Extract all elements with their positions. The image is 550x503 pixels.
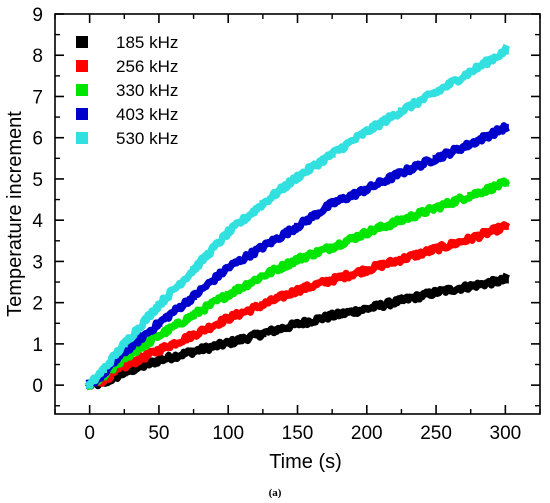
data-point-185-khz [467, 282, 475, 290]
data-point-256-khz [467, 235, 475, 243]
y-tick-label: 8 [32, 46, 43, 67]
legend-layer: 185 kHz 256 kHz 330 kHz 403 kHz 530 kHz [76, 33, 178, 148]
data-point-185-khz [190, 347, 198, 355]
legend-swatch-256-khz [76, 60, 88, 72]
data-point-330-khz [432, 204, 440, 212]
x-tick-label: 50 [148, 423, 169, 444]
data-point-530-khz [363, 128, 371, 136]
data-point-330-khz [501, 179, 509, 187]
data-point-185-khz [397, 297, 405, 305]
data-point-256-khz [190, 331, 198, 339]
data-point-530-khz [259, 200, 267, 208]
data-point-185-khz [224, 339, 232, 347]
data-point-530-khz [190, 266, 198, 274]
data-point-330-khz [397, 216, 405, 224]
data-point-330-khz [467, 191, 475, 199]
data-point-530-khz [467, 68, 475, 76]
data-point-530-khz [100, 365, 107, 373]
data-point-256-khz [501, 222, 509, 230]
legend-swatch-330-khz [76, 84, 88, 96]
data-point-403-khz [224, 264, 232, 272]
data-point-330-khz [259, 272, 267, 280]
data-point-403-khz [363, 185, 371, 193]
y-tick-label: 1 [32, 335, 43, 356]
data-point-530-khz [294, 173, 301, 181]
y-axis-title: Temperature increment [4, 111, 26, 317]
data-point-256-khz [120, 363, 128, 371]
y-tick-label: 6 [32, 129, 43, 150]
y-tick-label: 2 [32, 294, 43, 315]
data-point-256-khz [155, 346, 163, 354]
data-point-256-khz [328, 276, 336, 284]
data-point-256-khz [224, 314, 232, 322]
legend-swatch-530-khz [76, 132, 88, 144]
legend-label-530-khz: 530 kHz [116, 129, 178, 148]
data-point-530-khz [328, 150, 336, 158]
data-point-330-khz [328, 243, 336, 251]
data-point-330-khz [294, 255, 301, 263]
data-point-185-khz [259, 330, 267, 338]
data-point-330-khz [190, 311, 198, 319]
legend-swatch-403-khz [76, 108, 88, 120]
data-point-185-khz [120, 369, 128, 377]
data-point-256-khz [259, 301, 267, 309]
data-point-530-khz [120, 340, 128, 348]
data-point-403-khz [328, 200, 336, 208]
x-tick-label: 100 [212, 423, 244, 444]
x-tick-label: 300 [490, 423, 522, 444]
legend-label-256-khz: 256 kHz [116, 57, 178, 76]
x-tick-label: 250 [420, 423, 452, 444]
data-point-530-khz [501, 47, 509, 55]
data-point-403-khz [190, 292, 198, 300]
y-tick-label: 9 [32, 5, 43, 26]
data-point-256-khz [363, 266, 371, 274]
data-point-403-khz [120, 348, 128, 356]
data-point-530-khz [155, 301, 163, 309]
data-point-403-khz [501, 123, 509, 131]
data-point-530-khz [397, 107, 405, 115]
data-point-185-khz [155, 356, 163, 364]
y-tick-label: 5 [32, 170, 43, 191]
data-point-403-khz [397, 169, 405, 177]
data-point-330-khz [120, 354, 128, 362]
data-point-256-khz [294, 286, 301, 294]
data-point-530-khz [224, 229, 232, 237]
data-point-403-khz [294, 222, 301, 230]
data-point-530-khz [86, 381, 94, 389]
y-tick-label: 0 [32, 376, 43, 397]
data-point-330-khz [363, 229, 371, 237]
data-point-403-khz [259, 243, 267, 251]
data-point-185-khz [363, 305, 371, 313]
data-point-185-khz [328, 312, 336, 320]
y-tick-label: 3 [32, 252, 43, 273]
data-point-256-khz [397, 255, 405, 263]
ticks-layer: 0 50 100 150 200 250 300 0 1 2 3 4 5 6 7 8 9 [32, 5, 541, 444]
data-point-530-khz [432, 88, 440, 96]
figure-caption: (a) [269, 487, 282, 499]
x-axis-title: Time (s) [269, 451, 342, 473]
data-point-256-khz [432, 245, 440, 253]
data-point-403-khz [155, 319, 163, 327]
data-point-403-khz [467, 140, 475, 148]
y-tick-label: 7 [32, 87, 43, 108]
series-layer [84, 43, 511, 391]
data-point-185-khz [294, 320, 301, 328]
legend-label-403-khz: 403 kHz [116, 105, 178, 124]
data-point-185-khz [501, 276, 509, 284]
data-point-330-khz [224, 290, 232, 298]
data-point-185-khz [432, 288, 440, 296]
x-tick-label: 200 [351, 423, 383, 444]
legend-label-330-khz: 330 kHz [116, 81, 178, 100]
legend-swatch-185-khz [76, 36, 88, 48]
data-point-330-khz [155, 332, 163, 340]
data-point-403-khz [432, 154, 440, 162]
legend-label-185-khz: 185 kHz [116, 33, 178, 52]
x-tick-label: 0 [84, 423, 95, 444]
y-tick-label: 4 [32, 211, 43, 232]
x-tick-label: 150 [282, 423, 314, 444]
